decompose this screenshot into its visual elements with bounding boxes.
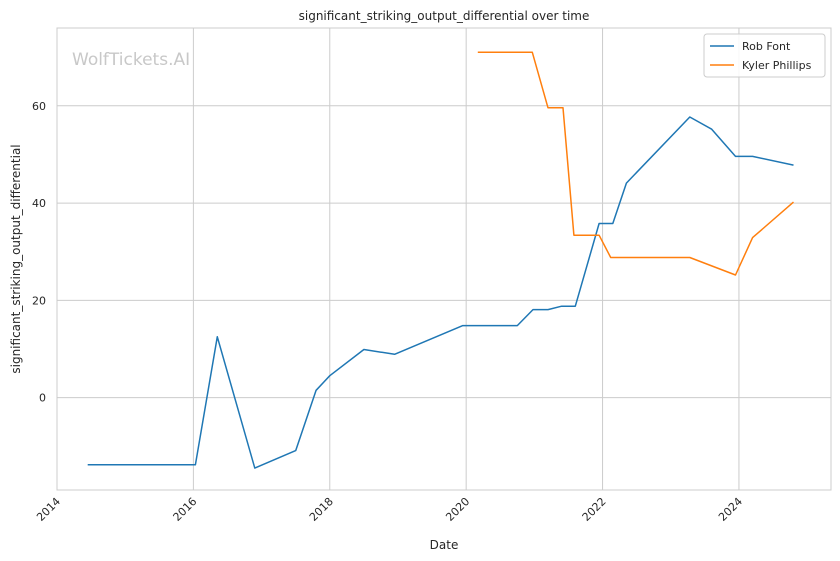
- x-axis-label: Date: [430, 538, 459, 552]
- series-line-2: [477, 51, 794, 276]
- legend: Rob Font Kyler Phillips: [703, 33, 826, 78]
- legend-label: Rob Font: [742, 40, 791, 53]
- y-axis-ticks: 0 20 40 60: [32, 100, 46, 405]
- series-line-1: [87, 116, 794, 469]
- chart-title: significant_striking_output_differential…: [299, 9, 590, 23]
- legend-label: Kyler Phillips: [742, 59, 812, 72]
- y-tick-label: 60: [32, 100, 46, 113]
- legend-box: [703, 33, 826, 78]
- y-axis-label: significant_striking_output_differential: [9, 144, 23, 373]
- grid-lines: [56, 28, 831, 490]
- y-tick-label: 40: [32, 197, 46, 210]
- series-lines: [87, 51, 794, 469]
- y-tick-label: 0: [39, 392, 46, 405]
- plot-area-frame: [56, 27, 832, 491]
- y-tick-label: 20: [32, 294, 46, 307]
- watermark: WolfTickets.AI: [72, 50, 190, 70]
